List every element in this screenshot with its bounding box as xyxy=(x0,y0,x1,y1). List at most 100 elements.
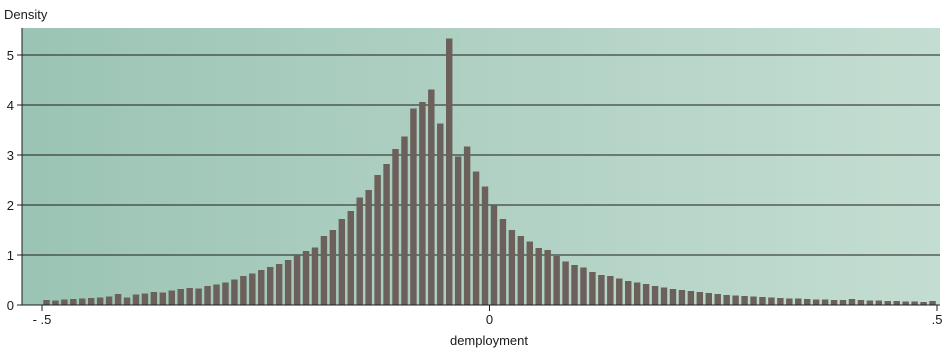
histogram-bar xyxy=(88,298,95,305)
histogram-bar xyxy=(258,270,265,305)
histogram-bar xyxy=(186,288,193,305)
histogram-bar xyxy=(61,299,68,305)
histogram-bar xyxy=(284,260,292,305)
histogram-bar xyxy=(553,256,560,305)
histogram-bar xyxy=(633,282,641,305)
histogram-bar xyxy=(177,289,184,305)
histogram-bar xyxy=(150,292,158,305)
histogram-bar xyxy=(302,251,310,305)
y-axis-title: Density xyxy=(4,7,48,22)
histogram-bar xyxy=(275,264,283,305)
histogram-bar xyxy=(562,261,569,305)
histogram-bar xyxy=(571,265,578,305)
histogram-bar xyxy=(616,278,623,305)
histogram-bar xyxy=(732,295,739,305)
histogram-bar xyxy=(875,300,883,305)
y-tick-label: 1 xyxy=(7,248,14,263)
histogram-bar xyxy=(804,299,811,305)
histogram-bar xyxy=(204,286,211,305)
histogram-bar xyxy=(446,38,453,305)
histogram-bar xyxy=(383,164,390,305)
histogram-bar xyxy=(392,149,399,305)
histogram-bar xyxy=(96,297,104,305)
histogram-bar xyxy=(338,219,346,305)
histogram-bar xyxy=(347,211,354,305)
histogram-bar xyxy=(222,282,229,305)
histogram-bar xyxy=(231,279,238,305)
histogram-bar xyxy=(428,89,435,305)
histogram-bar xyxy=(741,296,748,305)
histogram-bar xyxy=(454,156,462,305)
histogram-bar xyxy=(625,281,632,305)
y-tick-label: 5 xyxy=(7,48,14,63)
histogram-bar xyxy=(517,236,525,305)
histogram-bar xyxy=(705,293,712,305)
histogram-bar xyxy=(141,293,149,305)
histogram-bar xyxy=(687,291,695,305)
histogram-bar xyxy=(669,289,677,305)
histogram-bar xyxy=(311,247,319,305)
histogram-bar xyxy=(786,298,793,305)
y-tick-label: 0 xyxy=(7,298,14,313)
histogram-bar xyxy=(535,248,542,305)
histogram-bar xyxy=(929,301,936,305)
histogram-bar xyxy=(293,255,301,305)
histogram-bar xyxy=(777,298,784,305)
histogram-bar xyxy=(884,301,891,305)
histogram-bar xyxy=(651,286,659,305)
histogram-bar xyxy=(678,290,686,305)
histogram-bar xyxy=(123,297,131,305)
histogram-bar xyxy=(902,301,909,305)
x-tick-label: - .5 xyxy=(33,312,52,327)
histogram-bar xyxy=(660,287,668,305)
histogram-bar xyxy=(401,136,408,305)
histogram-bar xyxy=(607,276,614,305)
x-axis-title: demployment xyxy=(450,333,528,348)
histogram-bar xyxy=(195,288,202,305)
histogram-bar xyxy=(70,299,77,305)
histogram-bar xyxy=(105,296,113,305)
histogram-bar xyxy=(920,302,927,305)
histogram-bar xyxy=(830,300,838,305)
histogram-bar xyxy=(580,267,587,305)
x-tick-label: 0 xyxy=(486,312,493,327)
histogram-bar xyxy=(857,300,865,305)
histogram-bar xyxy=(544,250,551,305)
histogram-bar xyxy=(320,236,328,305)
histogram-bar xyxy=(437,123,444,305)
histogram-bar xyxy=(812,299,820,305)
histogram-bar xyxy=(365,190,372,305)
histogram-bar xyxy=(768,297,775,305)
histogram-bar xyxy=(267,267,274,305)
histogram-bar xyxy=(159,292,167,305)
histogram-bar xyxy=(759,297,766,305)
histogram-bar xyxy=(750,296,757,305)
histogram-bar xyxy=(795,298,802,305)
histogram-bar xyxy=(168,290,175,305)
histogram-bar xyxy=(723,295,730,305)
histogram-bar xyxy=(490,205,498,305)
histogram-bar xyxy=(499,219,507,305)
histogram-bar xyxy=(911,301,918,305)
x-tick-label: .5 xyxy=(932,312,943,327)
histogram-bar xyxy=(329,230,337,305)
axes: 0 1 2 3 4 5 - .5 0 .5 xyxy=(7,28,943,327)
y-tick-label: 4 xyxy=(7,98,14,113)
y-tick-label: 3 xyxy=(7,148,14,163)
histogram-bar xyxy=(848,299,856,305)
histogram-bar xyxy=(410,108,417,305)
histogram-bar xyxy=(481,186,489,305)
histogram-bar xyxy=(240,276,247,305)
histogram-bar xyxy=(43,300,50,305)
histogram-bar xyxy=(598,275,605,305)
histogram-bar xyxy=(839,300,847,305)
histogram-bar xyxy=(472,171,480,305)
histogram-bar xyxy=(356,197,363,305)
histogram-bar xyxy=(714,294,721,305)
histogram-bar xyxy=(114,294,122,305)
gridlines xyxy=(22,54,940,256)
histogram-bar xyxy=(526,241,533,305)
histogram-bar xyxy=(589,272,596,305)
histogram-bar xyxy=(419,102,426,305)
